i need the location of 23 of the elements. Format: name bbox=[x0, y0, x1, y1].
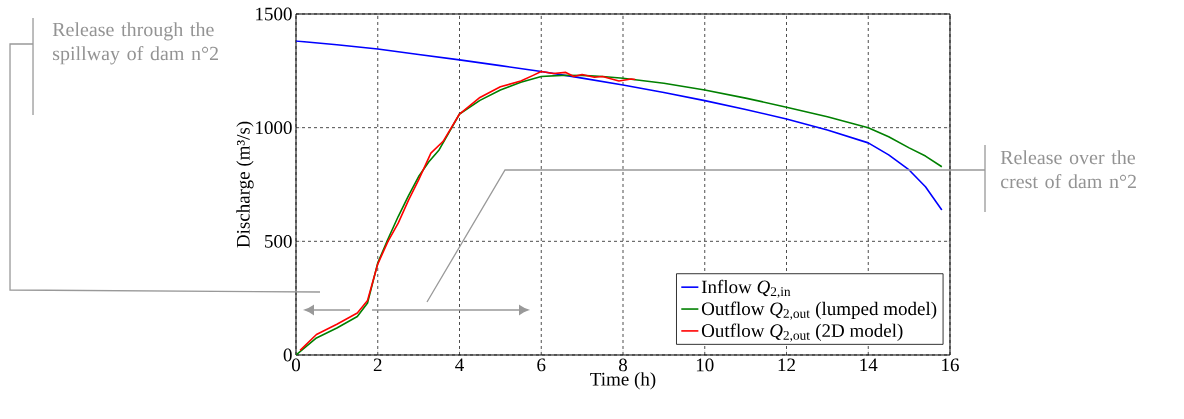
text: Release through the spillway of dam n°2 bbox=[52, 22, 218, 65]
legend-label: Outflow Q$_{2,out}$ (lumped model) bbox=[701, 301, 937, 320]
x-tick-label: 10 bbox=[696, 358, 714, 372]
y-tick-label: 0 bbox=[283, 348, 292, 362]
line-series bbox=[296, 40, 943, 211]
x-tick-label: 16 bbox=[942, 358, 959, 372]
y-tick-label: 500 bbox=[265, 234, 292, 248]
line-series bbox=[296, 74, 943, 355]
text: Release over the crest of dam n°2 bbox=[1000, 150, 1136, 189]
x-tick-label: 2 bbox=[373, 358, 382, 372]
legend-label: Inflow Q$_{2,in}$ bbox=[701, 279, 791, 298]
x-tick-label: 0 bbox=[291, 358, 301, 372]
x-tick-label: 8 bbox=[618, 358, 628, 372]
x-tick-label: 12 bbox=[778, 358, 795, 372]
y-tick-label: 1000 bbox=[256, 121, 292, 135]
x-axis-title: Time (h) bbox=[590, 372, 656, 390]
y-axis-title: Discharge (m³/s) bbox=[236, 121, 254, 248]
y-tick-label: 1500 bbox=[256, 7, 292, 21]
x-tick-label: 6 bbox=[537, 358, 546, 372]
legend-label: Outflow Q$_{2,out}$ (2D model) bbox=[701, 323, 903, 342]
x-tick-label: 4 bbox=[455, 358, 464, 372]
x-tick-label: 14 bbox=[860, 358, 878, 372]
line-series bbox=[299, 70, 637, 352]
